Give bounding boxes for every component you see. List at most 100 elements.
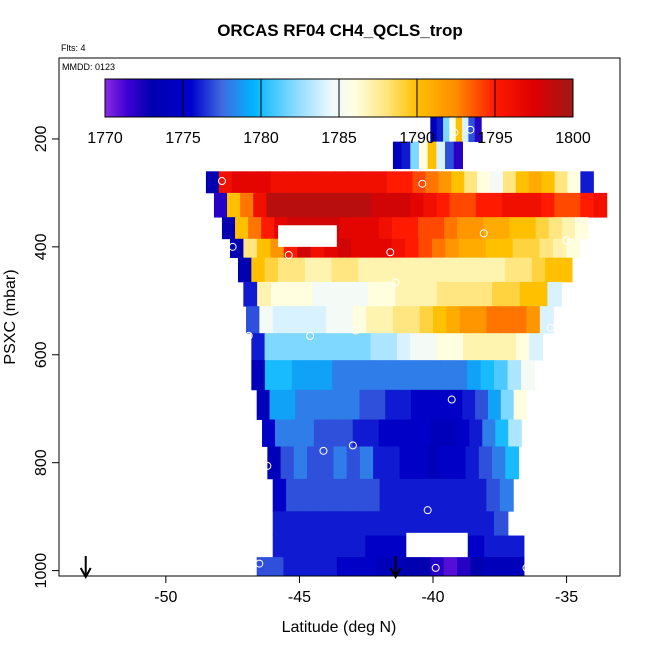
heatmap-cell [478, 446, 493, 480]
heatmap-cell [443, 419, 457, 447]
heatmap-cell [485, 238, 500, 259]
heatmap-cell [404, 419, 419, 447]
heatmap-cell [410, 333, 425, 361]
heatmap-cell [541, 171, 556, 194]
heatmap-cell [496, 217, 511, 240]
heatmap-cell [352, 217, 367, 240]
heatmap-cell [433, 306, 447, 334]
heatmap-cell [512, 238, 527, 259]
x-axis: -50 -45 -40 -35 [154, 576, 578, 606]
y-axis: 200 400 600 800 1000 [33, 125, 59, 588]
heatmap-cell [292, 192, 307, 218]
heatmap-cell [347, 171, 362, 194]
heatmap-cell [256, 238, 271, 259]
heatmap-cell [299, 535, 313, 558]
heatmap-cell [399, 360, 414, 391]
y-tick-label: 400 [33, 233, 50, 260]
heatmap-cell [413, 360, 428, 391]
heatmap-cell [366, 478, 381, 512]
heatmap-cell [457, 217, 471, 240]
heatmap-cell [352, 478, 367, 512]
heatmap-cell [502, 333, 517, 361]
heatmap-cell [399, 446, 414, 480]
heatmap-cell [547, 281, 562, 307]
heatmap-cell [325, 535, 340, 558]
heatmap-cell [244, 171, 259, 194]
heatmap-cell [300, 511, 315, 536]
heatmap-cell [272, 478, 287, 512]
heatmap-cell [519, 281, 535, 307]
heatmap-cell [338, 535, 353, 558]
heatmap-cell [365, 217, 380, 240]
heatmap-cell [396, 333, 411, 361]
heatmap-cell [337, 238, 352, 259]
heatmap-cell [257, 281, 272, 307]
heatmap-cell [360, 171, 375, 194]
sample-point [351, 326, 360, 335]
heatmap-cell [358, 257, 373, 283]
heatmap-cell [406, 478, 421, 512]
heatmap-cell [508, 419, 522, 447]
heatmap-cell [369, 511, 384, 536]
heatmap-cell [346, 446, 361, 480]
heatmap-cell [470, 557, 485, 577]
heatmap-cell [267, 446, 282, 480]
heatmap-cell [554, 171, 569, 194]
heatmap-cell [326, 478, 341, 512]
heatmap-cell [452, 446, 467, 480]
heatmap-cell [494, 360, 509, 391]
heatmap-cell [510, 535, 525, 558]
heatmap-cell [468, 117, 476, 143]
heatmap-cell [464, 281, 479, 307]
flight-markers [79, 556, 402, 580]
heatmap-cell [459, 478, 474, 512]
y-tick-label: 800 [33, 449, 50, 476]
heatmap-cell [463, 333, 477, 361]
heatmap-cell [440, 360, 455, 391]
heatmap-cell [383, 511, 398, 536]
heatmap-cell [446, 306, 461, 334]
heatmap-cell [452, 511, 467, 536]
heatmap-cell [308, 389, 322, 420]
y-axis-label: PSXC (mbar) [2, 269, 19, 364]
heatmap-cell [261, 217, 275, 240]
heatmap-cell [283, 171, 297, 194]
heatmap-cell [491, 257, 506, 283]
heatmap-cell [274, 419, 289, 447]
data-gap [406, 532, 468, 558]
heatmap-cell [251, 360, 266, 391]
heatmap-cell [392, 141, 403, 170]
heatmap-cell [391, 419, 406, 447]
heatmap-cell [295, 389, 309, 420]
heatmap-cell [436, 281, 452, 307]
heatmap-cell [445, 141, 455, 170]
heatmap-cell [357, 333, 372, 361]
heatmap-cell [378, 217, 393, 240]
heatmap-cell [561, 217, 576, 240]
heatmap-cell [539, 306, 554, 334]
heatmap-cell [535, 217, 550, 240]
heatmap-cell [307, 446, 321, 480]
heatmap-cell [312, 306, 327, 334]
heatmap-cell [314, 511, 329, 536]
heatmap-cell [580, 171, 594, 194]
heatmap-cell [495, 419, 509, 447]
sample-point [263, 461, 272, 470]
heatmap-cell [262, 419, 276, 447]
heatmap-cell [384, 257, 399, 283]
heatmap-cell [410, 141, 420, 170]
heatmap-cell [423, 333, 438, 361]
heatmap-cell [499, 306, 514, 334]
heatmap-cell [476, 333, 491, 361]
heatmap-cell [373, 171, 388, 194]
sample-point [546, 323, 555, 332]
heatmap-cell [410, 192, 424, 218]
heatmap-cell [505, 446, 520, 480]
heatmap-cell [423, 192, 438, 218]
heatmap-cell [566, 238, 581, 259]
heatmap-cell [231, 171, 246, 194]
heatmap-cell [384, 192, 398, 218]
data-gap [278, 225, 337, 247]
heatmap-cell [567, 192, 582, 218]
